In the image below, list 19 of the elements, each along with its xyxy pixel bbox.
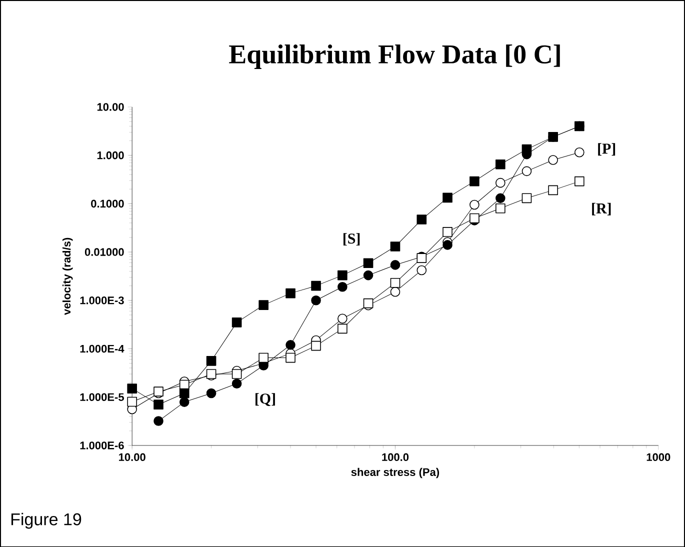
series-label: [P]	[598, 142, 616, 156]
y-tick-label: 10.00	[97, 102, 124, 111]
x-axis-title: shear stress (Pa)	[351, 468, 440, 478]
y-tick-label: 1.000E-5	[80, 393, 124, 401]
chart-title: Equilibrium Flow Data [0 C]	[229, 44, 560, 69]
y-tick-label: 1.000E-4	[80, 344, 124, 352]
y-tick-label: 1.000	[97, 151, 124, 160]
x-tick-label: 1000	[646, 453, 670, 461]
y-tick-label: 1.000E-6	[80, 441, 124, 450]
series-label: [R]	[592, 202, 611, 216]
series-label: [Q]	[256, 393, 275, 406]
y-tick-label: 0.01000	[84, 248, 124, 256]
x-tick-label: 100.0	[382, 453, 409, 461]
y-tick-label: 1.000E-3	[80, 296, 124, 304]
y-tick-label: 0.1000	[91, 200, 124, 208]
x-tick-label: 10.00	[119, 453, 146, 461]
y-axis-title: velocity (rad/s)	[62, 238, 73, 315]
caption: Figure 19	[11, 512, 82, 529]
series-label: [S]	[344, 232, 360, 246]
